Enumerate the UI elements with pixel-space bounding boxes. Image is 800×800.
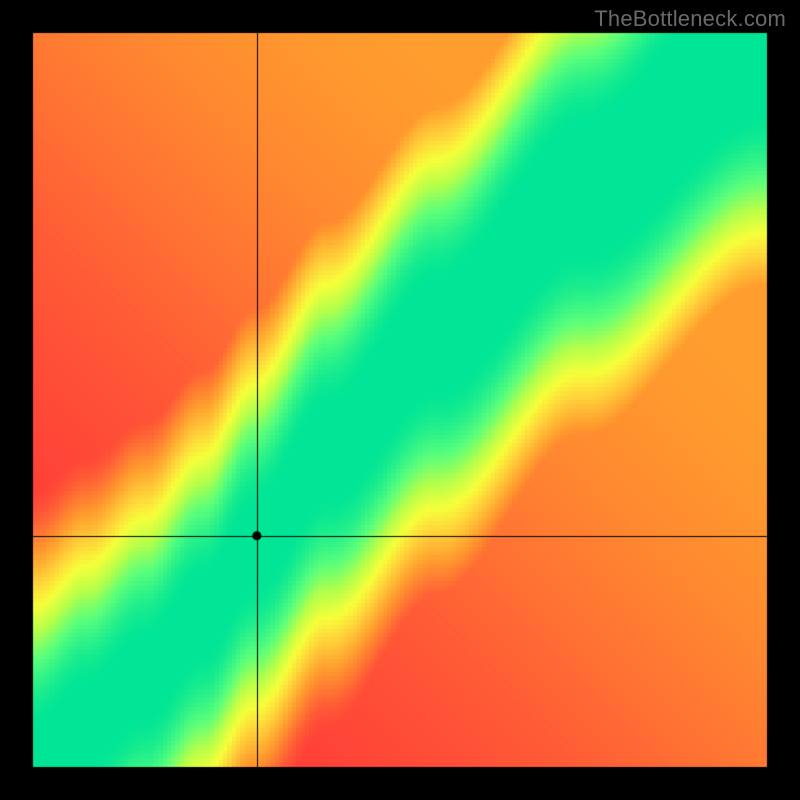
overlay-canvas <box>0 0 800 800</box>
watermark-text: TheBottleneck.com <box>594 6 786 32</box>
chart-container: TheBottleneck.com <box>0 0 800 800</box>
